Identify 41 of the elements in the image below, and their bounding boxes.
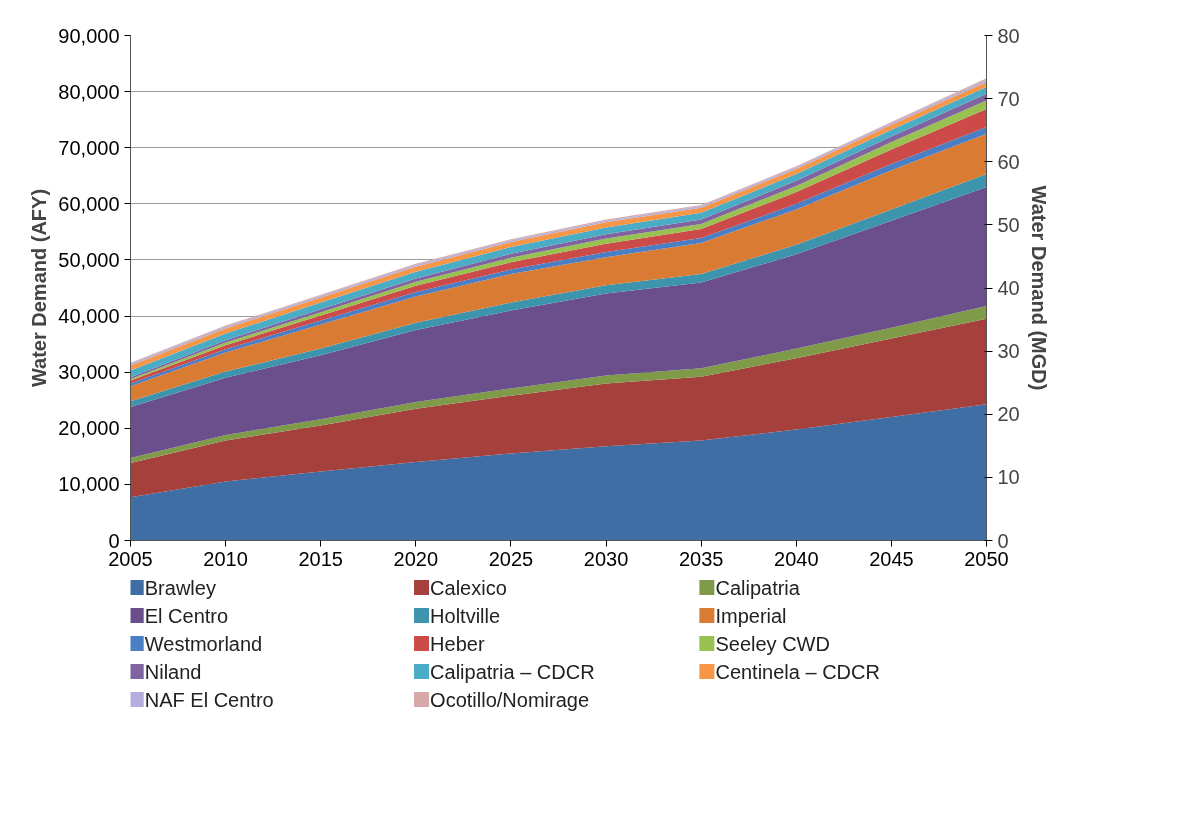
legend-label: Niland [144, 660, 202, 683]
legend-label: Westmorland [144, 632, 263, 655]
y-tick-label: 80,000 [58, 80, 120, 103]
y-tick-label: 90,000 [58, 24, 120, 47]
x-tick-label: 2020 [393, 547, 439, 570]
legend-label: Holtville [430, 604, 501, 627]
x-tick-label: 2030 [583, 547, 629, 570]
legend-label: Calipatria – CDCR [430, 660, 595, 683]
legend-label: NAF El Centro [144, 688, 274, 711]
legend-label: Centinela – CDCR [715, 660, 880, 683]
y-tick-label: 20,000 [58, 417, 120, 440]
y2-tick-label: 70 [997, 87, 1020, 110]
x-tick-label: 2025 [488, 547, 534, 570]
y2-tick-label: 40 [997, 277, 1020, 299]
y-tick-label: 70,000 [58, 136, 120, 159]
y2-tick-label: 10 [997, 466, 1020, 489]
legend-label: Imperial [715, 604, 787, 627]
y-tick-label: 30,000 [58, 361, 120, 384]
legend-label: Heber [430, 632, 485, 655]
y2-tick-label: 20 [997, 403, 1020, 426]
y2-tick-label: 60 [997, 150, 1020, 173]
legend-label: Brawley [144, 576, 216, 599]
legend-label: El Centro [144, 604, 229, 627]
y2-tick-label: 30 [997, 340, 1020, 363]
y-tick-label: 60,000 [58, 192, 120, 215]
y-tick-label: 10,000 [58, 473, 120, 496]
x-tick-label: 2015 [298, 547, 343, 570]
y2-axis-title: Water Demand (MGD) [1027, 185, 1050, 391]
legend-label: Calipatria [715, 576, 801, 599]
legend-label: Ocotillo/Nomirage [430, 688, 590, 711]
legend-label: Calexico [430, 576, 507, 599]
y-tick-label: 40,000 [58, 305, 120, 328]
x-tick-label: 2035 [678, 547, 724, 570]
x-tick-label: 2040 [774, 547, 819, 570]
y-axis-title: Water Demand (AFY) [28, 188, 51, 388]
y2-tick-label: 50 [997, 213, 1020, 236]
x-tick-label: 2010 [203, 547, 248, 570]
y-tick-label: 50,000 [58, 248, 120, 271]
legend-label: Seeley CWD [715, 632, 830, 655]
y2-tick-label: 80 [997, 24, 1020, 47]
x-tick-label: 2045 [869, 547, 914, 570]
